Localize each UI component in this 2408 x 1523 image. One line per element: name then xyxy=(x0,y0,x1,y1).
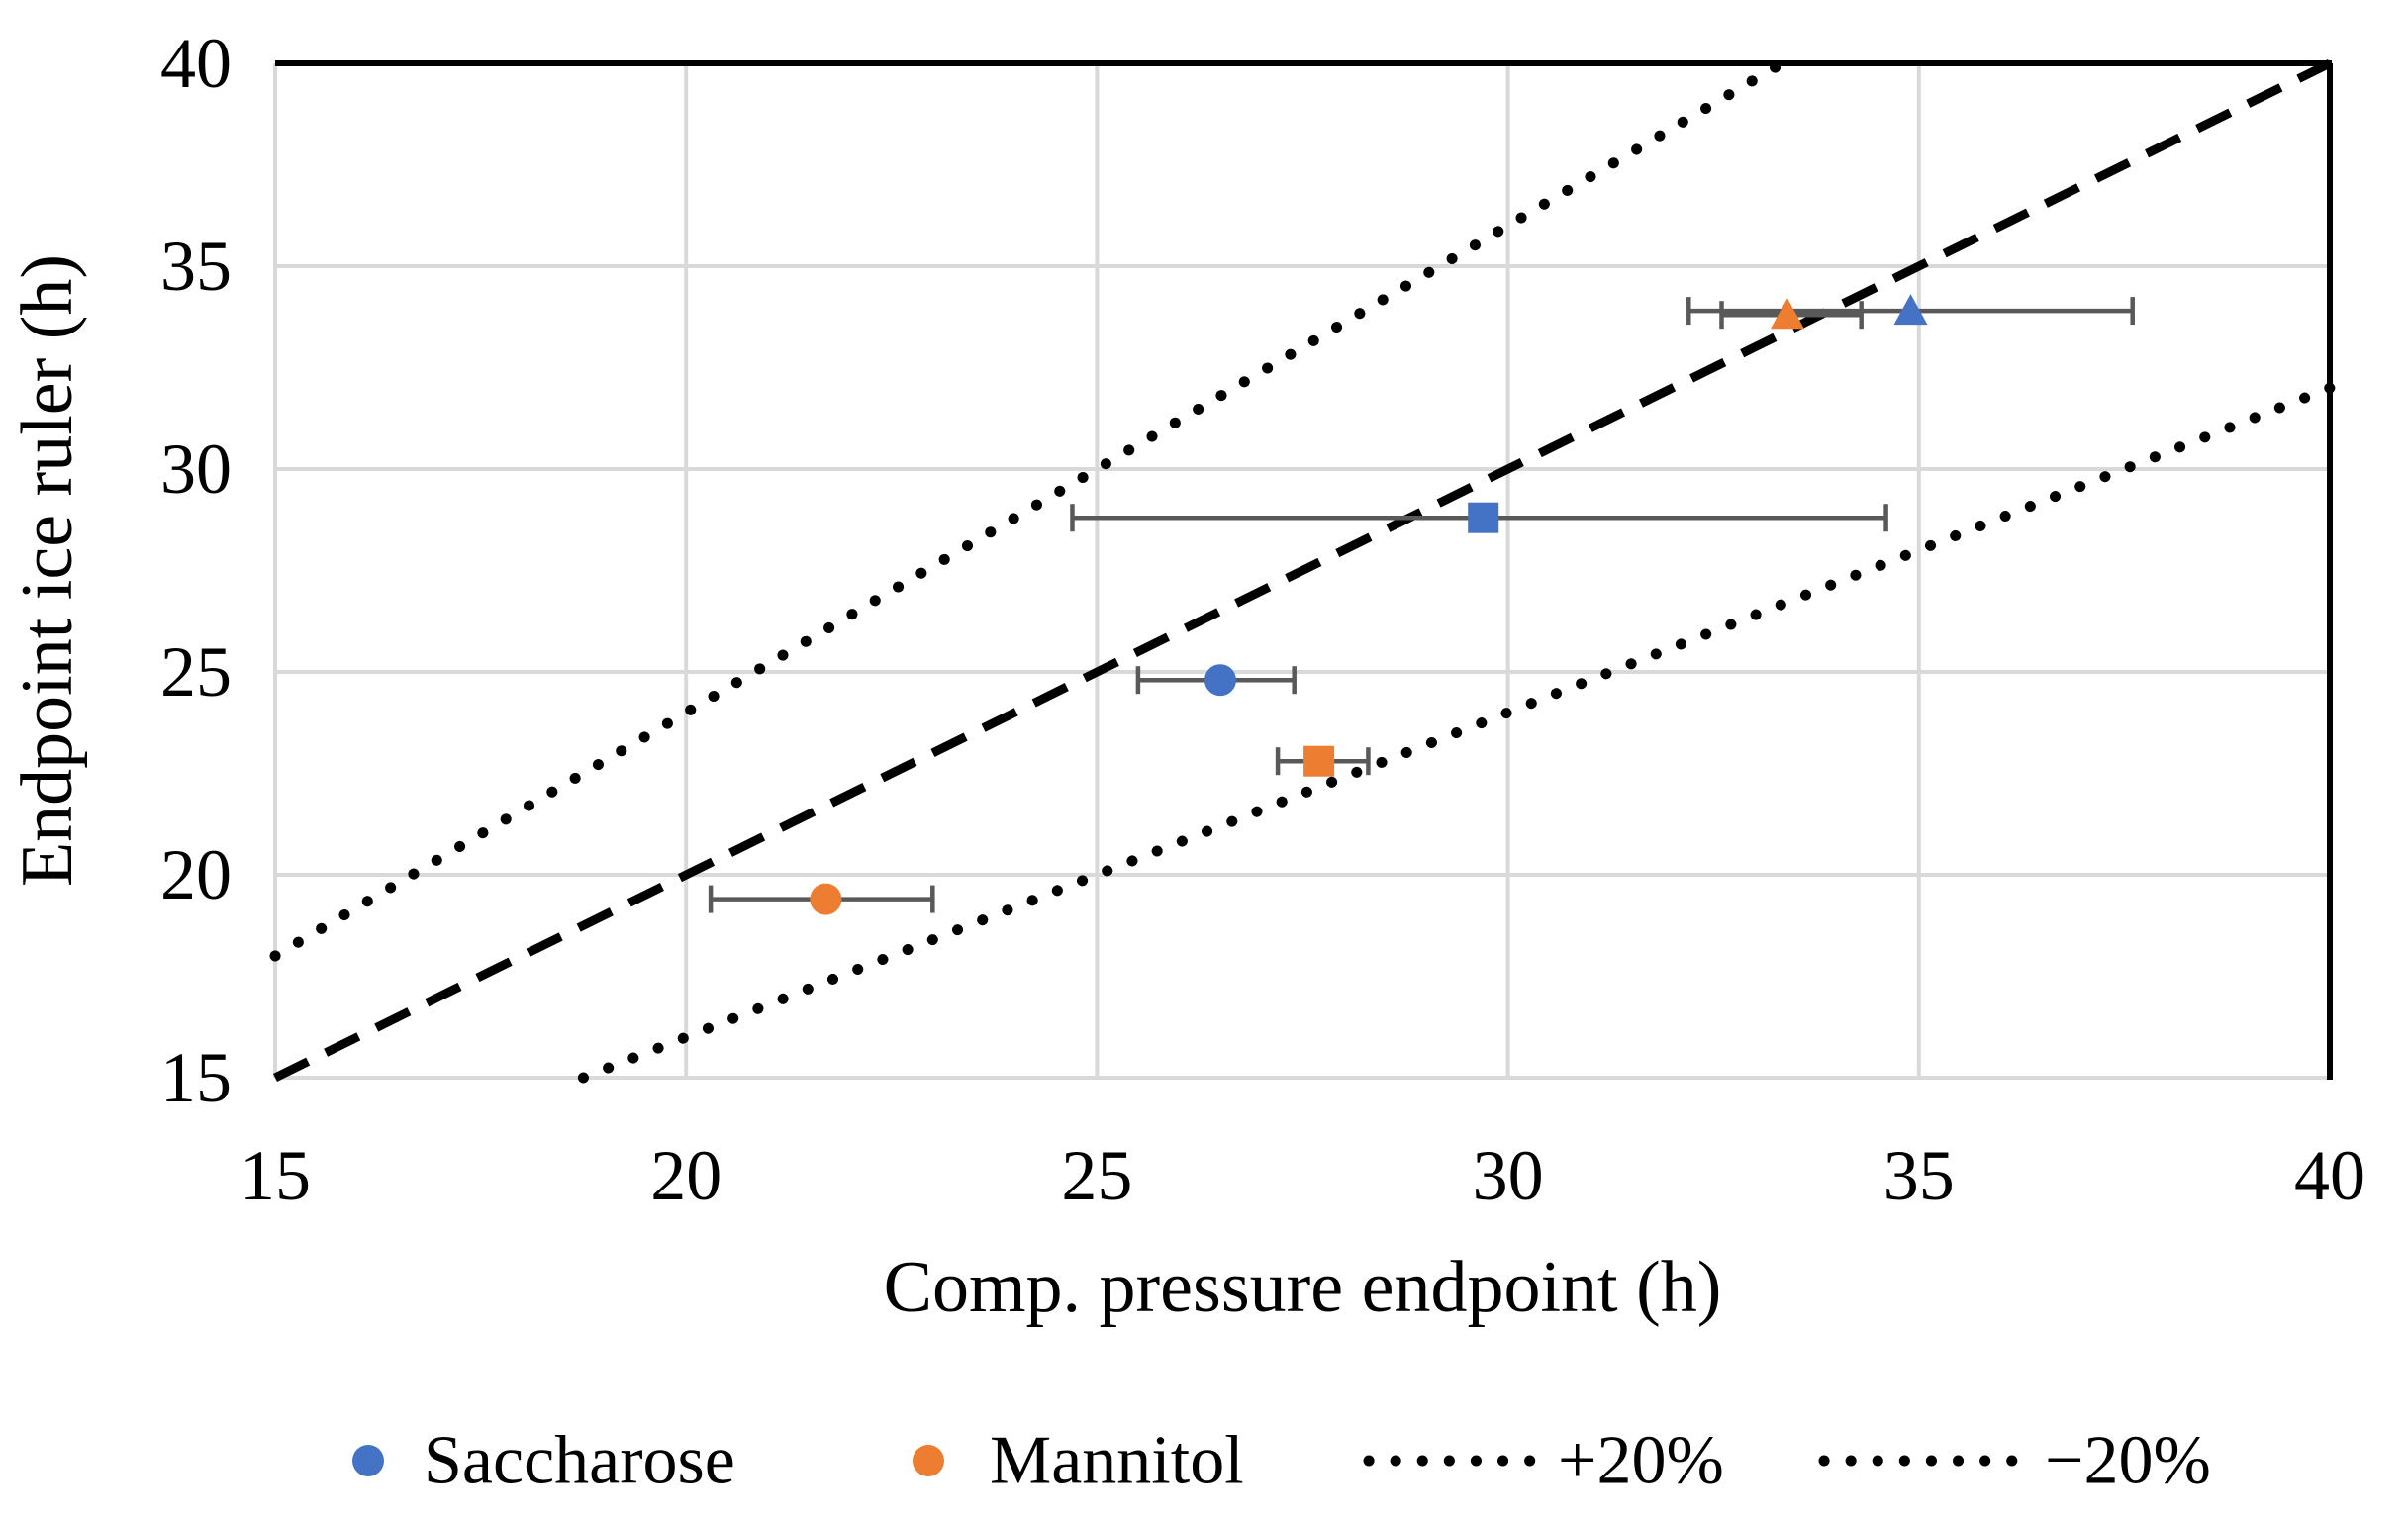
legend: Saccharose Mannitol +20% −20% xyxy=(352,1423,2211,1499)
y-tick-label-25: 25 xyxy=(160,632,232,712)
legend-marker-circle-saccharose xyxy=(352,1445,384,1476)
marker-saccharose-square xyxy=(1468,502,1499,533)
legend-item-20: −20% xyxy=(1818,1423,2211,1499)
legend-item-saccharose: Saccharose xyxy=(352,1423,735,1499)
x-axis-title: Comp. pressure endpoint (h) xyxy=(884,1247,1722,1328)
y-tick-label-30: 30 xyxy=(160,429,232,509)
legend-label-mannitol: Mannitol xyxy=(990,1423,1244,1499)
legend-label-20: −20% xyxy=(2045,1423,2211,1499)
x-tick-label-20: 20 xyxy=(650,1136,722,1215)
x-tick-label-35: 35 xyxy=(1883,1136,1955,1215)
x-tick-label-15: 15 xyxy=(240,1136,311,1215)
error-bars xyxy=(708,297,2135,913)
y-tick-label-35: 35 xyxy=(160,227,232,306)
markers xyxy=(810,294,1928,915)
marker-mannitol-circle xyxy=(810,883,842,915)
marker-mannitol-triangle xyxy=(1770,298,1804,330)
legend-item-mannitol: Mannitol xyxy=(913,1423,1244,1499)
legend-marker-circle-mannitol xyxy=(913,1445,944,1476)
marker-saccharose-circle xyxy=(1204,664,1236,697)
x-tick-label-40: 40 xyxy=(2294,1136,2365,1215)
plus20pct-line xyxy=(269,57,1787,962)
legend-label-saccharose: Saccharose xyxy=(424,1423,735,1499)
y-tick-label-40: 40 xyxy=(160,24,232,103)
y-axis-title: Endpoint ice ruler (h) xyxy=(7,254,88,887)
marker-saccharose-triangle xyxy=(1893,294,1928,326)
plot-border xyxy=(275,60,2333,1080)
x-tick-label-25: 25 xyxy=(1061,1136,1132,1215)
y-tick-label-15: 15 xyxy=(160,1038,232,1117)
identity-line xyxy=(273,58,2332,1083)
legend-label-20: +20% xyxy=(1558,1423,1724,1499)
y-tick-label-20: 20 xyxy=(160,835,232,914)
x-tick-labels: 15 20 25 30 35 40 xyxy=(240,1136,2365,1215)
x-tick-label-30: 30 xyxy=(1473,1136,1544,1215)
minus20pct-line xyxy=(577,382,2336,1084)
marker-mannitol-square xyxy=(1303,745,1335,777)
y-tick-labels: 15 20 25 30 35 40 xyxy=(160,24,232,1117)
legend-item-20: +20% xyxy=(1363,1423,1724,1499)
reference-lines xyxy=(269,57,2336,1084)
